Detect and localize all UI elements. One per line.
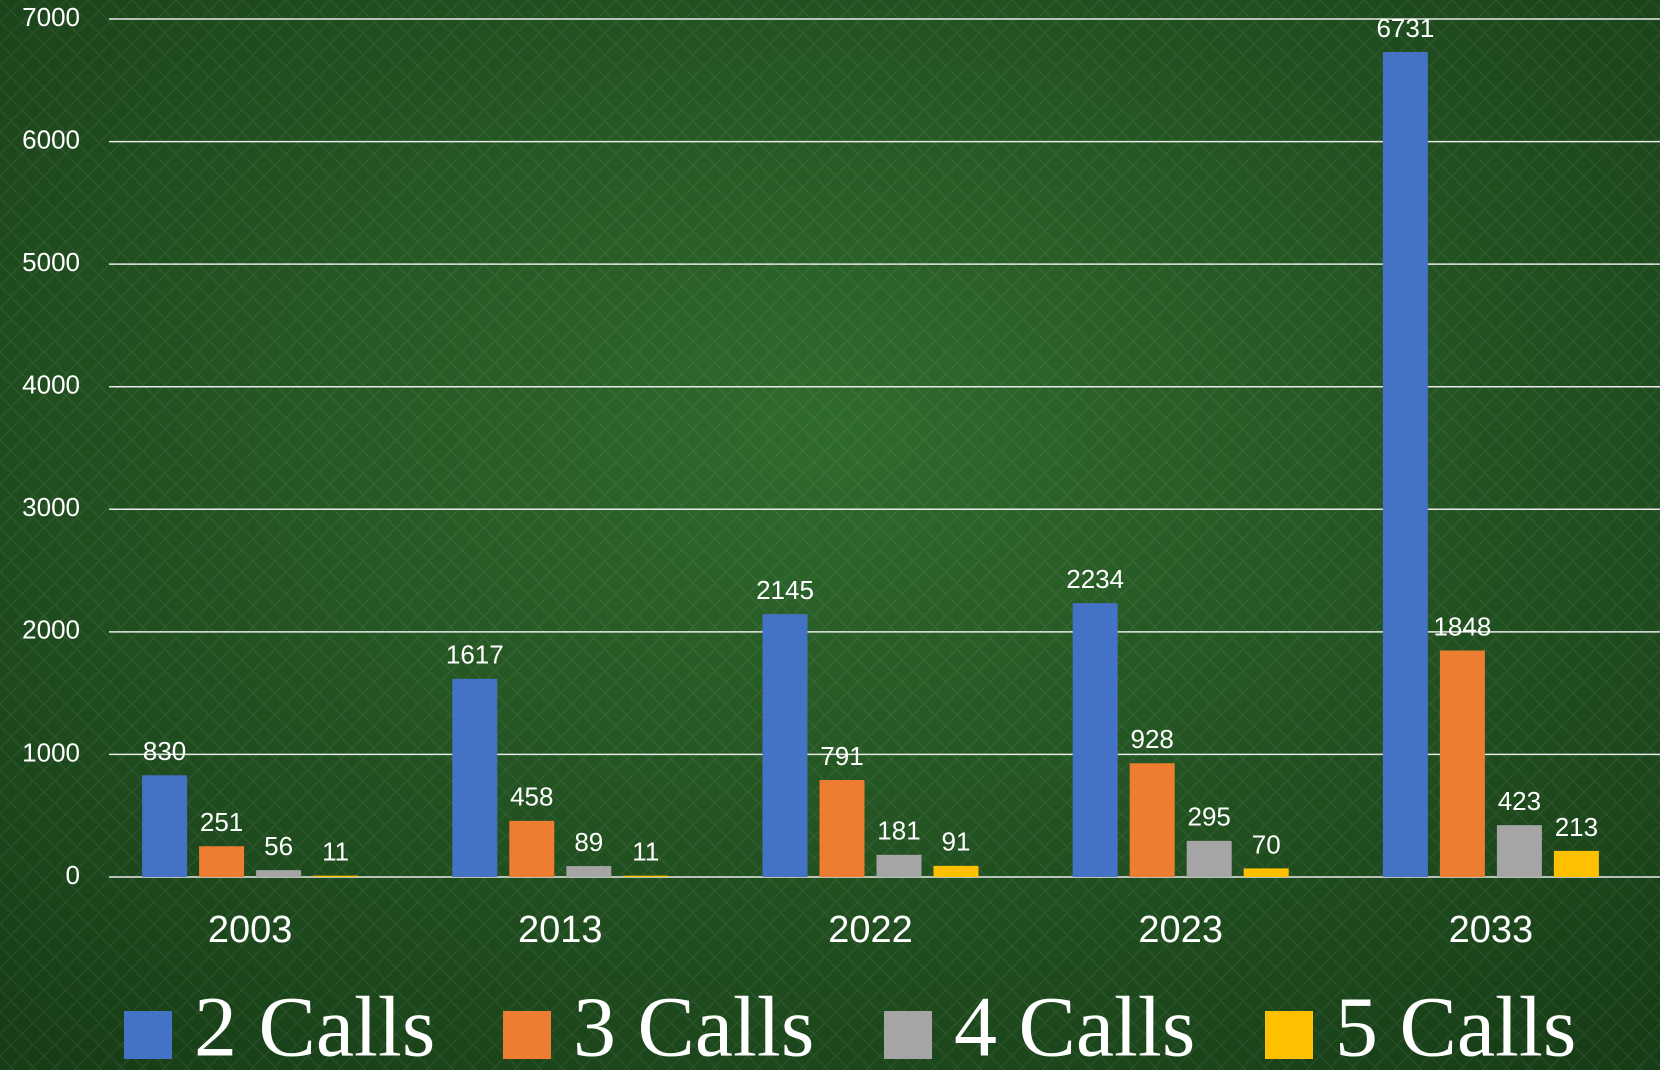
legend-swatch <box>1265 1011 1313 1059</box>
y-tick-label: 3000 <box>22 492 80 522</box>
data-label: 56 <box>264 831 293 861</box>
bar <box>819 780 865 877</box>
data-label: 11 <box>322 837 349 867</box>
data-label: 213 <box>1555 812 1598 842</box>
legend-label: 2 Calls <box>194 979 435 1070</box>
plot: 0 1000 2000 3000 4000 5000 6000 7000 2003 830 251 5… <box>22 2 1660 1070</box>
x-tick-label: 2003 <box>208 909 293 951</box>
bar <box>313 875 359 877</box>
bar <box>1439 650 1485 877</box>
data-label: 181 <box>877 816 920 846</box>
y-tick-label: 7000 <box>22 2 80 32</box>
bar <box>623 875 669 877</box>
x-tick-label: 2022 <box>828 909 913 951</box>
y-tick-label: 2000 <box>22 615 80 645</box>
x-tick-label: 2013 <box>518 909 603 951</box>
data-label: 423 <box>1498 786 1541 816</box>
data-label: 251 <box>200 807 243 837</box>
bar <box>762 614 808 877</box>
data-label: 1848 <box>1433 611 1491 641</box>
data-label: 928 <box>1131 724 1174 754</box>
legend-swatch <box>124 1011 172 1059</box>
bar <box>566 866 612 877</box>
y-tick-label: 1000 <box>22 737 80 767</box>
data-label: 6731 <box>1376 13 1434 43</box>
data-label: 91 <box>942 827 971 857</box>
y-tick-label: 5000 <box>22 247 80 277</box>
data-label: 89 <box>574 827 603 857</box>
legend-swatch <box>884 1011 932 1059</box>
bar <box>1129 763 1175 877</box>
y-tick-label: 6000 <box>22 124 80 154</box>
bar <box>509 820 555 877</box>
legend-label: 3 Calls <box>573 979 814 1070</box>
data-label: 295 <box>1188 802 1231 832</box>
bar <box>933 865 979 877</box>
bar <box>452 678 498 877</box>
bar <box>1243 868 1289 877</box>
data-label: 11 <box>632 837 659 867</box>
data-label: 2145 <box>756 575 814 605</box>
bar <box>1553 850 1599 877</box>
bar <box>256 870 302 877</box>
data-label: 2234 <box>1066 564 1124 594</box>
x-tick-label: 2033 <box>1449 909 1534 951</box>
data-label: 458 <box>510 782 553 812</box>
bar <box>1186 840 1232 877</box>
bar <box>876 854 922 877</box>
bar <box>1496 825 1542 877</box>
x-tick-label: 2023 <box>1138 909 1223 951</box>
bar <box>1382 51 1428 877</box>
y-tick-label: 0 <box>66 860 80 890</box>
legend-label: 4 Calls <box>954 979 1195 1070</box>
data-label: 1617 <box>446 640 504 670</box>
data-label: 830 <box>143 736 186 766</box>
data-label: 70 <box>1252 829 1281 859</box>
y-tick-label: 4000 <box>22 370 80 400</box>
legend-label: 5 Calls <box>1335 979 1576 1070</box>
legend-swatch <box>503 1011 551 1059</box>
bar <box>199 846 245 877</box>
data-label: 791 <box>820 741 863 771</box>
bar <box>142 775 188 877</box>
bar <box>1072 603 1118 877</box>
